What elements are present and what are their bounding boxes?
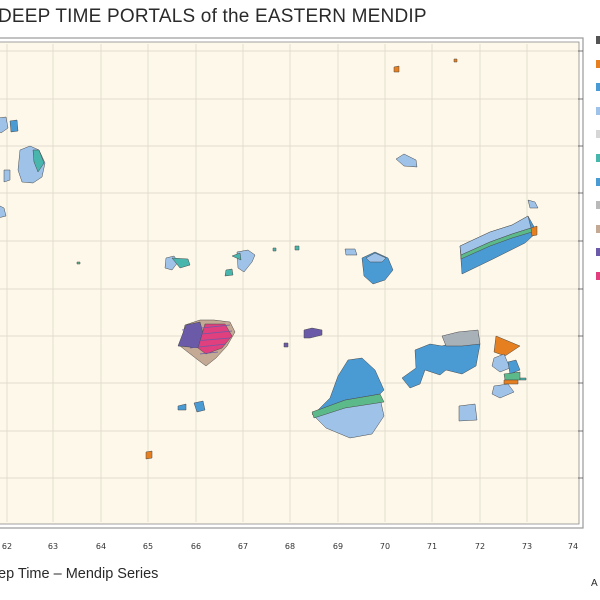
x-tick-label: 70 [380,542,390,551]
legend-swatch [596,83,600,92]
outcrop-e3 [491,353,511,373]
outcrop-e4 [507,359,521,375]
map-frame-inner [0,41,580,525]
outcrop-orange-3 [145,450,153,460]
x-tick-label: 74 [568,542,578,551]
outcrop-dot-3 [294,245,300,251]
legend-swatch [596,271,600,280]
outcrop-left-1 [0,116,9,134]
right-axis-ticks [578,50,583,479]
outcrop-c4 [344,248,358,256]
outcrop-purple-small [303,327,323,339]
legend-swatch [596,177,600,186]
outcrop-c6 [395,153,418,168]
outcrop-c3 [236,249,256,273]
x-tick-label: 73 [522,542,532,551]
outcrop-left-2 [9,119,19,133]
outcrop-purple-dot [283,342,289,348]
outcrop-dot-2 [272,247,277,252]
x-tick-label: 64 [96,542,106,551]
outcrop-striped-lines [181,324,233,355]
x-tick-label: 71 [427,542,437,551]
x-axis-labels: 62 63 64 65 66 67 68 69 70 71 72 73 74 [2,542,578,551]
legend-swatch [596,130,600,139]
x-tick-label: 63 [48,542,58,551]
outcrop-e5 [491,383,515,399]
outcrop-e1-grey [441,329,481,347]
legend-swatch [596,59,600,68]
legend-swatch [596,153,600,162]
corner-text: A [591,578,598,589]
x-tick-label: 72 [475,542,485,551]
outcrop-b2 [193,400,206,413]
outcrop-left-3-teal [32,149,45,173]
legend-swatch [596,106,600,115]
x-tick-label: 66 [191,542,201,551]
outcrop-e4-dash [519,377,527,381]
x-tick-label: 67 [238,542,248,551]
outcrop-ne-small [527,199,539,209]
legend-swatch [596,224,600,233]
x-tick-label: 68 [285,542,295,551]
outcrop-c3-teal [231,252,242,261]
legend-swatch [596,248,600,257]
outcrop-left-4 [3,169,11,183]
map-frame-outer [0,37,584,529]
outcrop-dot-1 [76,261,81,265]
outcrop-orange-2 [453,58,458,63]
outcrop-e4-orange [503,379,519,385]
x-tick-label: 65 [143,542,153,551]
map-subtitle: ep Time – Mendip Series [0,566,159,582]
legend-swatch [596,36,600,44]
map-title: DEEP TIME PORTALS of the EASTERN MENDIP [0,6,427,27]
outcrop-central-blue [317,357,385,411]
geology-polygons[interactable] [0,58,539,460]
outcrop-e6 [458,403,478,422]
outcrop-c1-teal [171,257,191,269]
outcrop-c5-light [365,252,387,263]
x-tick-label: 62 [2,542,12,551]
legend [596,36,600,296]
outcrop-b1 [177,403,187,411]
outcrop-left-5 [0,205,7,218]
grid-lines [0,44,578,522]
outcrop-orange-1 [393,65,400,73]
x-tick-label: 69 [333,542,343,551]
outcrop-c2 [224,268,234,277]
outcrop-ne-orange [530,225,538,237]
legend-swatch [596,201,600,210]
